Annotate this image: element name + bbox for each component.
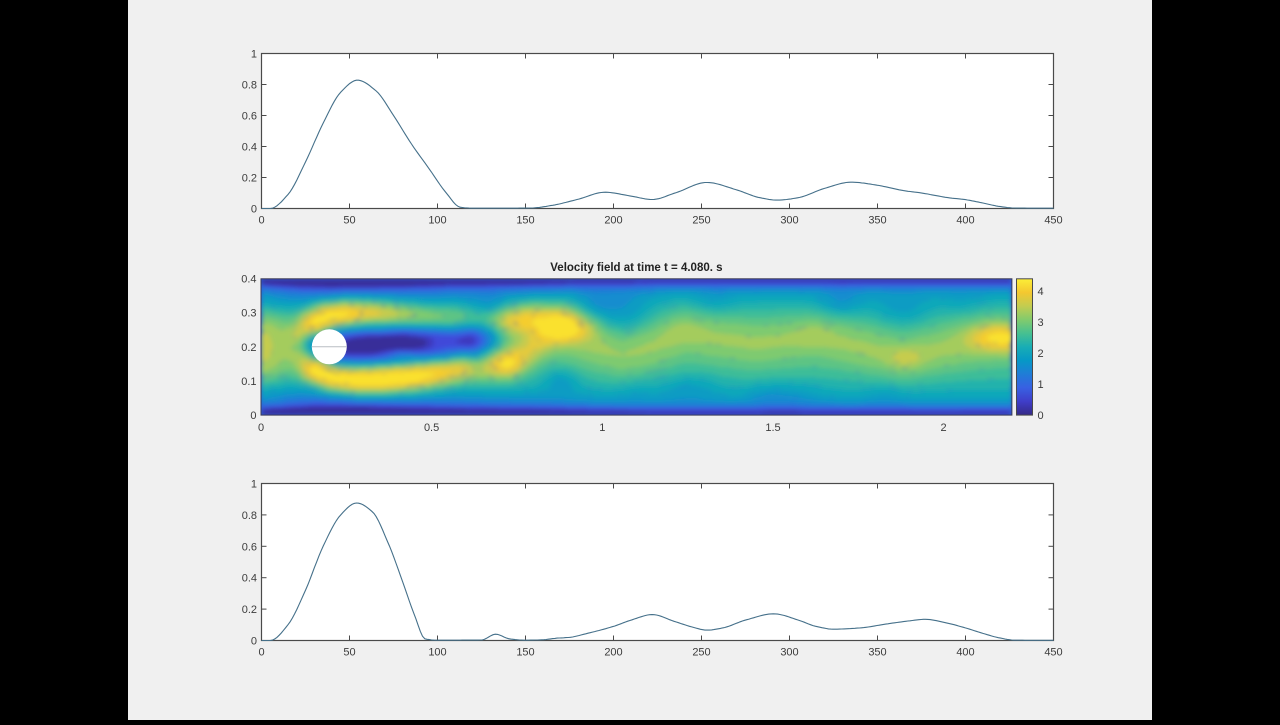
svg-text:400: 400 bbox=[956, 647, 974, 659]
svg-text:0: 0 bbox=[250, 410, 256, 422]
svg-text:0.8: 0.8 bbox=[242, 80, 257, 92]
svg-text:350: 350 bbox=[868, 215, 886, 227]
svg-text:0.4: 0.4 bbox=[242, 142, 257, 154]
svg-text:250: 250 bbox=[692, 215, 710, 227]
svg-text:200: 200 bbox=[604, 215, 622, 227]
svg-text:100: 100 bbox=[428, 215, 446, 227]
svg-text:300: 300 bbox=[780, 215, 798, 227]
svg-text:0.1: 0.1 bbox=[241, 376, 256, 388]
svg-text:0.2: 0.2 bbox=[242, 173, 257, 185]
svg-text:150: 150 bbox=[516, 647, 534, 659]
svg-text:2: 2 bbox=[1038, 348, 1044, 360]
svg-text:0: 0 bbox=[258, 215, 264, 227]
svg-text:0.2: 0.2 bbox=[241, 342, 256, 354]
svg-text:3: 3 bbox=[1038, 317, 1044, 329]
svg-text:50: 50 bbox=[343, 215, 355, 227]
svg-text:450: 450 bbox=[1044, 647, 1062, 659]
svg-text:50: 50 bbox=[343, 647, 355, 659]
svg-text:0.3: 0.3 bbox=[241, 308, 256, 320]
svg-text:300: 300 bbox=[780, 647, 798, 659]
svg-text:4: 4 bbox=[1038, 286, 1044, 298]
svg-text:Velocity field at time t = 4.0: Velocity field at time t = 4.080. s bbox=[550, 262, 722, 274]
svg-text:450: 450 bbox=[1044, 215, 1062, 227]
svg-text:0: 0 bbox=[251, 204, 257, 216]
svg-text:150: 150 bbox=[516, 215, 534, 227]
svg-text:0.4: 0.4 bbox=[242, 573, 257, 585]
svg-text:0: 0 bbox=[1038, 410, 1044, 422]
svg-text:200: 200 bbox=[604, 647, 622, 659]
svg-text:0.6: 0.6 bbox=[242, 541, 257, 553]
svg-text:0.5: 0.5 bbox=[424, 422, 439, 434]
svg-text:0: 0 bbox=[251, 636, 257, 648]
svg-text:1: 1 bbox=[251, 49, 257, 61]
svg-text:0: 0 bbox=[258, 647, 264, 659]
svg-text:0.6: 0.6 bbox=[242, 111, 257, 123]
svg-text:0: 0 bbox=[258, 422, 264, 434]
svg-text:350: 350 bbox=[868, 647, 886, 659]
svg-text:1: 1 bbox=[251, 479, 257, 491]
svg-text:100: 100 bbox=[428, 647, 446, 659]
svg-text:2: 2 bbox=[941, 422, 947, 434]
svg-text:400: 400 bbox=[956, 215, 974, 227]
svg-text:1.5: 1.5 bbox=[765, 422, 780, 434]
svg-text:1: 1 bbox=[599, 422, 605, 434]
svg-text:250: 250 bbox=[692, 647, 710, 659]
svg-text:0.8: 0.8 bbox=[242, 510, 257, 522]
svg-text:0.2: 0.2 bbox=[242, 604, 257, 616]
svg-text:0.4: 0.4 bbox=[241, 274, 256, 286]
svg-text:1: 1 bbox=[1038, 379, 1044, 391]
